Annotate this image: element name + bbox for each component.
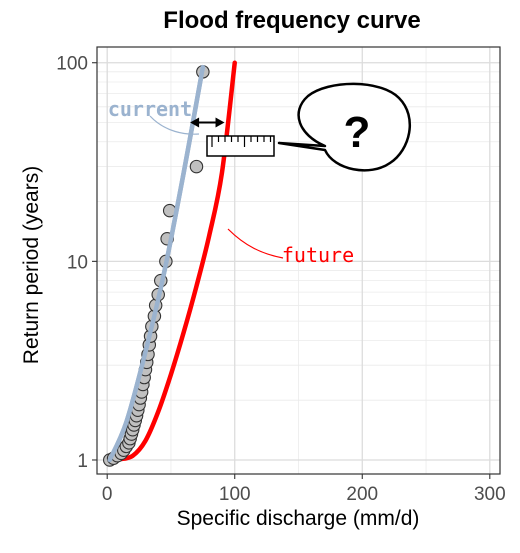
speech-bubble-icon: ?	[277, 82, 412, 172]
x-axis-title: Specific discharge (mm/d)	[177, 507, 420, 530]
current-leader-line	[149, 115, 200, 135]
y-tick-label: 10	[67, 252, 88, 273]
annotation-current: current	[108, 97, 200, 135]
series-line-current	[107, 64, 206, 463]
arrow-head-right	[215, 117, 225, 128]
difference-arrow	[190, 117, 225, 128]
series-line-future	[104, 60, 237, 463]
future-leader-line	[227, 228, 284, 259]
x-tick-label: 300	[474, 484, 506, 505]
axis-ticks: 0 100 200 300 1 10 100	[56, 54, 505, 505]
y-tick-label: 100	[56, 54, 88, 75]
data-points	[103, 64, 210, 467]
grid	[97, 47, 500, 474]
chart-title: Flood frequency curve	[163, 7, 420, 34]
y-axis-title: Return period (years)	[20, 166, 43, 364]
callout-text: ?	[344, 108, 371, 157]
current-label: current	[108, 97, 192, 121]
ruler-icon	[206, 135, 275, 157]
x-tick-label: 200	[346, 484, 378, 505]
annotation-future: future	[227, 228, 354, 267]
x-tick-label: 100	[219, 484, 251, 505]
x-tick-label: 0	[102, 484, 113, 505]
y-tick-label: 1	[77, 451, 88, 472]
series-line-current-overlay	[107, 64, 206, 463]
arrow-head-left	[190, 117, 200, 128]
data-point	[189, 159, 204, 174]
panel-border	[96, 46, 501, 475]
future-label: future	[282, 243, 354, 267]
